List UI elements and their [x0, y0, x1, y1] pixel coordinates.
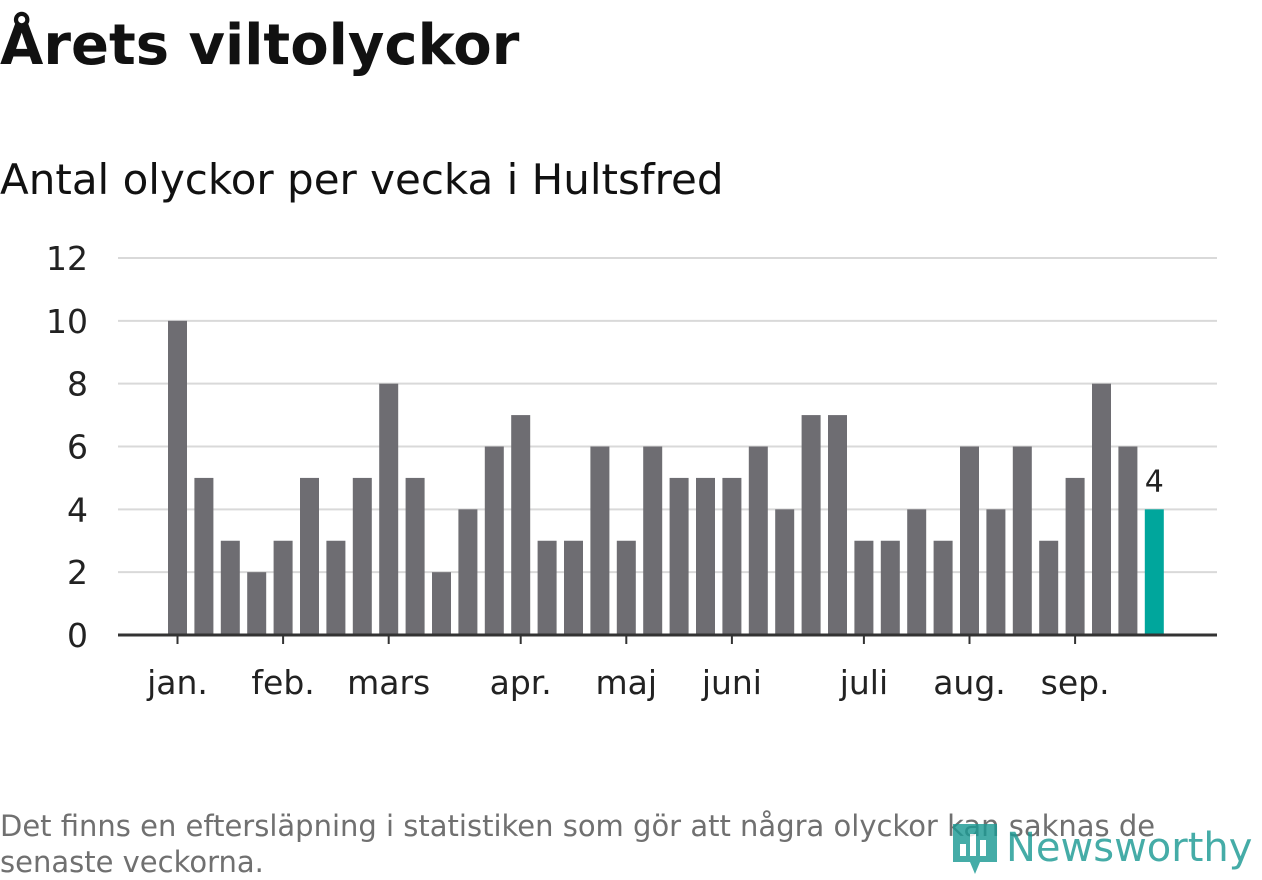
- bar: [590, 446, 610, 635]
- grid-lines: [118, 257, 1217, 574]
- bar: [352, 477, 372, 635]
- bar: [168, 320, 187, 635]
- bar-highlight: [1144, 509, 1164, 635]
- bar: [432, 572, 451, 635]
- x-axis: [118, 633, 1217, 644]
- y-tick-label: 4: [67, 490, 88, 529]
- bar: [220, 540, 240, 635]
- bar: [907, 509, 927, 635]
- bar: [300, 477, 319, 635]
- x-axis-labels: jan. feb. mars apr. maj juni juli aug. sep.: [146, 663, 1109, 702]
- bar: [564, 540, 583, 635]
- x-tick-label: apr.: [490, 663, 552, 702]
- bar: [537, 540, 557, 635]
- bar: [960, 446, 979, 635]
- bar: [405, 477, 425, 635]
- bar: [1012, 446, 1032, 635]
- bar: [1118, 446, 1138, 635]
- data-label: 4: [1145, 464, 1164, 499]
- y-tick-label: 10: [46, 302, 88, 341]
- bar: [986, 509, 1006, 635]
- bars: [168, 320, 1164, 635]
- y-tick-label: 0: [67, 616, 88, 655]
- newsworthy-chart-icon: [953, 824, 997, 874]
- bar: [775, 509, 795, 635]
- y-tick-label: 8: [67, 365, 88, 404]
- bar: [1092, 383, 1111, 635]
- x-tick-label: maj: [596, 663, 658, 702]
- x-tick-label: aug.: [933, 663, 1006, 702]
- bar: [722, 477, 742, 635]
- x-tick-label: jan.: [146, 663, 208, 702]
- logo-text: Newsworthy: [1006, 825, 1253, 871]
- y-tick-label: 2: [67, 553, 88, 592]
- bar: [1039, 540, 1059, 635]
- newsworthy-logo: Newsworthy: [950, 818, 1252, 878]
- bar: [247, 572, 267, 635]
- bar: [801, 415, 821, 635]
- chart-title: Årets viltolyckor: [0, 13, 520, 78]
- bar: [828, 415, 847, 635]
- bar: [326, 540, 346, 635]
- bar: [696, 477, 715, 635]
- x-tick-label: sep.: [1041, 663, 1110, 702]
- y-tick-label: 12: [46, 239, 88, 278]
- x-tick-label: juli: [839, 663, 888, 702]
- chart-subtitle: Antal olyckor per vecka i Hultsfred: [0, 155, 724, 204]
- bar: [880, 540, 900, 635]
- bar: [458, 509, 478, 635]
- bar: [1065, 477, 1085, 635]
- x-tick-label: juni: [701, 663, 762, 702]
- bar: [643, 446, 663, 635]
- bar: [933, 540, 953, 635]
- x-tick-label: mars: [347, 663, 430, 702]
- y-axis-labels: 0 2 4 6 8 10 12: [46, 239, 88, 655]
- x-tick-label: feb.: [251, 663, 314, 702]
- bar: [194, 477, 214, 635]
- bar: [511, 415, 531, 635]
- bar: [273, 540, 293, 635]
- y-tick-label: 6: [67, 428, 88, 467]
- bar: [616, 540, 636, 635]
- bar: [484, 446, 504, 635]
- bar: [669, 477, 689, 635]
- bar: [854, 540, 874, 635]
- bar: [748, 446, 768, 635]
- bar: [379, 383, 399, 635]
- annotations: 4: [1145, 464, 1164, 499]
